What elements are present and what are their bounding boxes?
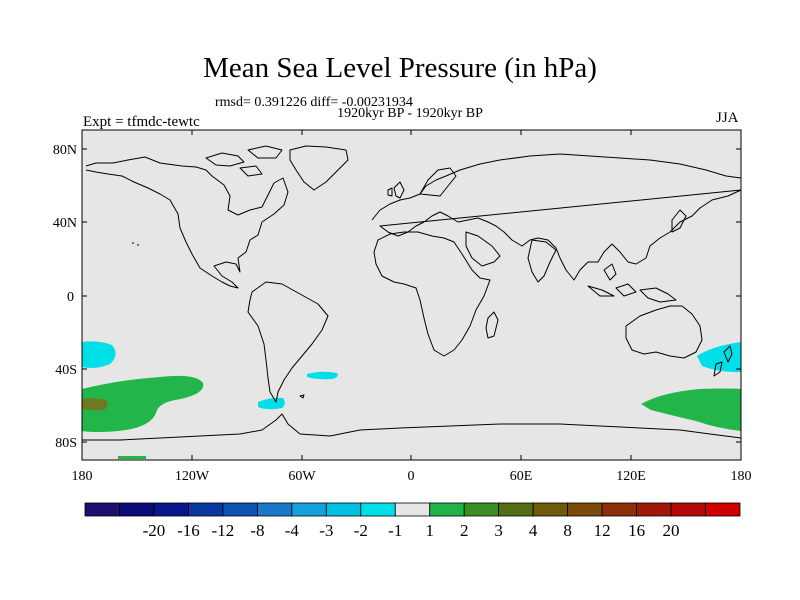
north-america-coast bbox=[85, 156, 289, 289]
colorbar-label: -16 bbox=[177, 521, 200, 540]
tasman-sea-low bbox=[697, 342, 741, 373]
lon-label-180w: 180 bbox=[72, 469, 93, 484]
colorbar-label: -2 bbox=[354, 521, 368, 540]
anomaly-shading bbox=[82, 341, 741, 459]
colorbar-label: 2 bbox=[460, 521, 469, 540]
colorbar-label: -3 bbox=[319, 521, 333, 540]
colorbar-box bbox=[705, 502, 741, 517]
colorbar-box bbox=[394, 502, 431, 517]
antarctic-positive-fragment bbox=[118, 456, 146, 459]
map-frame bbox=[81, 129, 742, 461]
lon-label-120w: 120W bbox=[175, 469, 210, 484]
falkland-islands bbox=[299, 394, 305, 399]
colorbar-box bbox=[498, 502, 534, 517]
colorbar-box bbox=[601, 502, 637, 517]
hawaii-islands bbox=[132, 242, 139, 246]
colorbar-label: 16 bbox=[628, 521, 645, 540]
colorbar-box bbox=[119, 502, 155, 517]
colorbar-box bbox=[153, 502, 189, 517]
lon-label-60e: 60E bbox=[510, 469, 533, 484]
colorbar-box bbox=[532, 502, 569, 517]
map-background bbox=[82, 130, 741, 460]
lat-label-40n: 40N bbox=[53, 216, 77, 231]
colorbar-label: 1 bbox=[425, 521, 434, 540]
colorbar-box bbox=[567, 502, 603, 517]
lat-label-80n: 80N bbox=[53, 143, 77, 158]
antarctica-coast bbox=[82, 413, 742, 441]
coastlines bbox=[82, 145, 742, 441]
south-atlantic-low bbox=[307, 371, 338, 380]
colorbar-label: 3 bbox=[494, 521, 503, 540]
colorbar-box bbox=[360, 502, 396, 517]
period-label: 1920kyr BP - 1920kyr BP bbox=[337, 106, 483, 121]
axis-labels: 80N 40N 0 40S 80S 180 120W 60W 0 60E 120… bbox=[53, 143, 752, 484]
colorbar-box bbox=[256, 502, 293, 517]
japan-coast bbox=[671, 209, 687, 233]
season-label: JJA bbox=[716, 110, 739, 126]
lat-label-40s: 40S bbox=[55, 363, 77, 378]
statistics-line: rmsd= 0.391226 diff= -0.00231934 bbox=[215, 95, 413, 110]
indian-subcontinent bbox=[527, 239, 557, 283]
colorbar-box bbox=[670, 502, 706, 517]
africa-coast bbox=[373, 231, 491, 357]
lon-label-0: 0 bbox=[408, 469, 415, 484]
colorbar-boxes bbox=[84, 502, 741, 517]
southeast-asia-islands bbox=[587, 263, 677, 303]
colorbar-label: -1 bbox=[388, 521, 402, 540]
australia-coast bbox=[625, 305, 703, 359]
colorbar-box bbox=[429, 502, 465, 517]
southern-ocean-positive-east bbox=[641, 388, 741, 431]
drake-passage-low bbox=[258, 397, 285, 410]
colorbar-label: 12 bbox=[594, 521, 611, 540]
colorbar-label: -4 bbox=[285, 521, 300, 540]
eurasia-coast bbox=[371, 153, 742, 281]
british-isles bbox=[387, 181, 405, 199]
scandinavia-coast bbox=[419, 167, 457, 197]
south-pacific-low-west bbox=[82, 341, 116, 368]
lon-label-120e: 120E bbox=[616, 469, 646, 484]
colorbar-box bbox=[84, 502, 120, 517]
lat-label-eq: 0 bbox=[67, 290, 74, 305]
colorbar-box bbox=[222, 502, 258, 517]
south-america-coast bbox=[247, 281, 329, 403]
colorbar-labels: -20 -16 -12 -8 -4 -3 -2 -1 1 2 3 4 8 12 16 20 bbox=[143, 521, 680, 540]
lat-label-80s: 80S bbox=[55, 436, 77, 451]
experiment-label: Expt = tfmdc-tewtc bbox=[83, 114, 200, 130]
colorbar-box bbox=[325, 502, 362, 517]
colorbar-label: -8 bbox=[250, 521, 264, 540]
canadian-arctic-islands bbox=[205, 145, 283, 177]
colorbar-label: 4 bbox=[529, 521, 538, 540]
colorbar: -20 -16 -12 -8 -4 -3 -2 -1 1 2 3 4 8 12 16 20 bbox=[84, 502, 741, 540]
madagascar-coast bbox=[485, 311, 499, 339]
lat-ticks bbox=[82, 148, 741, 443]
colorbar-label: 8 bbox=[563, 521, 572, 540]
arabian-peninsula bbox=[465, 231, 501, 267]
colorbar-box bbox=[463, 502, 500, 517]
colorbar-box bbox=[291, 502, 327, 517]
south-pacific-positive bbox=[82, 375, 204, 432]
colorbar-box bbox=[188, 502, 224, 517]
lon-label-180e: 180 bbox=[731, 469, 752, 484]
colorbar-label: -20 bbox=[143, 521, 166, 540]
colorbar-label: 20 bbox=[663, 521, 680, 540]
new-zealand-coast bbox=[713, 345, 733, 377]
lon-ticks bbox=[81, 130, 742, 460]
south-pacific-positive-core bbox=[82, 398, 108, 411]
colorbar-label: -12 bbox=[212, 521, 235, 540]
lon-label-60w: 60W bbox=[288, 469, 316, 484]
greenland-coast bbox=[289, 145, 349, 191]
colorbar-box bbox=[636, 502, 672, 517]
page-title: Mean Sea Level Pressure (in hPa) bbox=[203, 52, 597, 84]
